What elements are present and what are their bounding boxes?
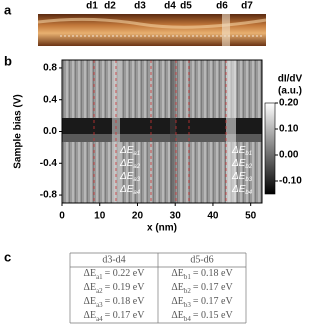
table-cell: ΔEb4 = 0.15 eV	[171, 310, 233, 322]
annotation-subscript: b4	[245, 190, 252, 196]
annotation-subscript: a1	[133, 151, 140, 157]
annotation: ΔEb1	[231, 145, 252, 157]
site-label: d4	[164, 1, 176, 12]
panel-label: a	[4, 2, 12, 17]
cell-text: = 0.22 eV	[105, 268, 146, 279]
annotation-subscript: a4	[133, 190, 140, 196]
site-label: d1	[86, 1, 98, 12]
annotation: ΔEa3	[119, 171, 141, 183]
cell-subscript: b4	[184, 315, 192, 323]
annotation: ΔEa2	[119, 158, 141, 170]
annotation: ΔEa1	[119, 145, 140, 157]
y-tick-label: 0.4	[43, 94, 57, 105]
annotation-symbol: ΔE	[119, 145, 134, 156]
x-tick-label: 10	[94, 211, 106, 222]
x-tick-label: 40	[207, 211, 219, 222]
cell-symbol: ΔE	[171, 282, 184, 293]
figure: a b c d1 d2 d3 d4 d5 d6 d7 0 10 20 30 40 50 0.8 0.4 0.0…	[4, 1, 303, 324]
annotation-subscript: a2	[133, 164, 140, 170]
site-label: d7	[241, 1, 253, 12]
table-cell: ΔEb3 = 0.17 eV	[171, 296, 233, 308]
cell-text: = 0.18 eV	[105, 296, 146, 307]
annotation-symbol: ΔE	[231, 145, 246, 156]
cell-symbol: ΔE	[171, 268, 184, 279]
y-tick-label: 0.8	[43, 63, 57, 74]
annotation-subscript: b1	[245, 151, 252, 157]
annotation: ΔEb2	[231, 158, 253, 170]
annotation-symbol: ΔE	[231, 184, 246, 195]
cell-symbol: ΔE	[84, 296, 97, 307]
table-cell: ΔEa3 = 0.18 eV	[84, 296, 146, 308]
cell-symbol: ΔE	[84, 310, 97, 321]
colorbar-tick-label: -0.10	[279, 176, 302, 187]
cell-symbol: ΔE	[84, 282, 97, 293]
annotation: ΔEb4	[231, 184, 253, 196]
site-label: d3	[134, 1, 146, 12]
x-tick-label: 0	[59, 211, 65, 222]
x-tick-label: 50	[245, 211, 257, 222]
colorbar-tick-label: 0.10	[279, 124, 299, 135]
cell-symbol: ΔE	[171, 310, 184, 321]
cell-subscript: b1	[184, 273, 192, 281]
y-tick-label: -0.8	[40, 190, 58, 201]
table-header: d3-d4	[102, 254, 125, 265]
cell-text: = 0.17 eV	[193, 282, 234, 293]
x-tick-label: 20	[132, 211, 144, 222]
colorbar	[264, 102, 276, 195]
annotation-symbol: ΔE	[119, 184, 134, 195]
table-cell: ΔEa1 = 0.22 eV	[84, 268, 146, 280]
annotation-subscript: b3	[245, 177, 252, 183]
table-header: d5-d6	[190, 254, 213, 265]
y-tick-label: 0.0	[43, 126, 57, 137]
table-cell: ΔEb2 = 0.17 eV	[171, 282, 233, 294]
heatmap-image	[61, 59, 263, 204]
cell-subscript: b2	[184, 287, 192, 295]
table-cell: ΔEa2 = 0.19 eV	[84, 282, 146, 294]
cell-symbol: ΔE	[171, 296, 184, 307]
annotation-symbol: ΔE	[231, 158, 246, 169]
cell-text: = 0.18 eV	[193, 268, 234, 279]
cell-text: = 0.15 eV	[193, 310, 234, 321]
colorbar-tick-label: 0.20	[279, 98, 299, 109]
site-label: d6	[216, 1, 228, 12]
panel-label: b	[4, 53, 12, 68]
cell-text: = 0.17 eV	[105, 310, 146, 321]
annotation-symbol: ΔE	[119, 171, 134, 182]
y-axis-label: Sample bias (V)	[13, 94, 24, 168]
annotation: ΔEb3	[231, 171, 253, 183]
colorbar-label: (a.u.)	[278, 86, 302, 97]
cell-subscript: b3	[184, 301, 192, 309]
cell-text: = 0.19 eV	[105, 282, 146, 293]
annotation-subscript: a3	[133, 177, 140, 183]
cell-subscript: a3	[96, 301, 103, 309]
site-label: d5	[180, 1, 192, 12]
table-cell: ΔEb1 = 0.18 eV	[171, 268, 233, 280]
colorbar-tick-label: 0.00	[279, 150, 299, 161]
annotation: ΔEa4	[119, 184, 141, 196]
cell-symbol: ΔE	[84, 268, 97, 279]
annotation-subscript: b2	[245, 164, 252, 170]
cell-text: = 0.17 eV	[193, 296, 234, 307]
topography-image	[37, 14, 267, 46]
cell-subscript: a1	[96, 273, 103, 281]
annotation-symbol: ΔE	[231, 171, 246, 182]
x-tick-label: 30	[170, 211, 182, 222]
y-tick-label: -0.4	[40, 158, 58, 169]
x-axis-label: x (nm)	[147, 223, 177, 234]
site-label: d2	[104, 1, 116, 12]
panel-label: c	[4, 249, 11, 264]
table-cell: ΔEa4 = 0.17 eV	[84, 310, 146, 322]
cell-subscript: a4	[96, 315, 103, 323]
cell-subscript: a2	[96, 287, 103, 295]
annotation-symbol: ΔE	[119, 158, 134, 169]
colorbar-label: dI/dV	[278, 74, 303, 85]
